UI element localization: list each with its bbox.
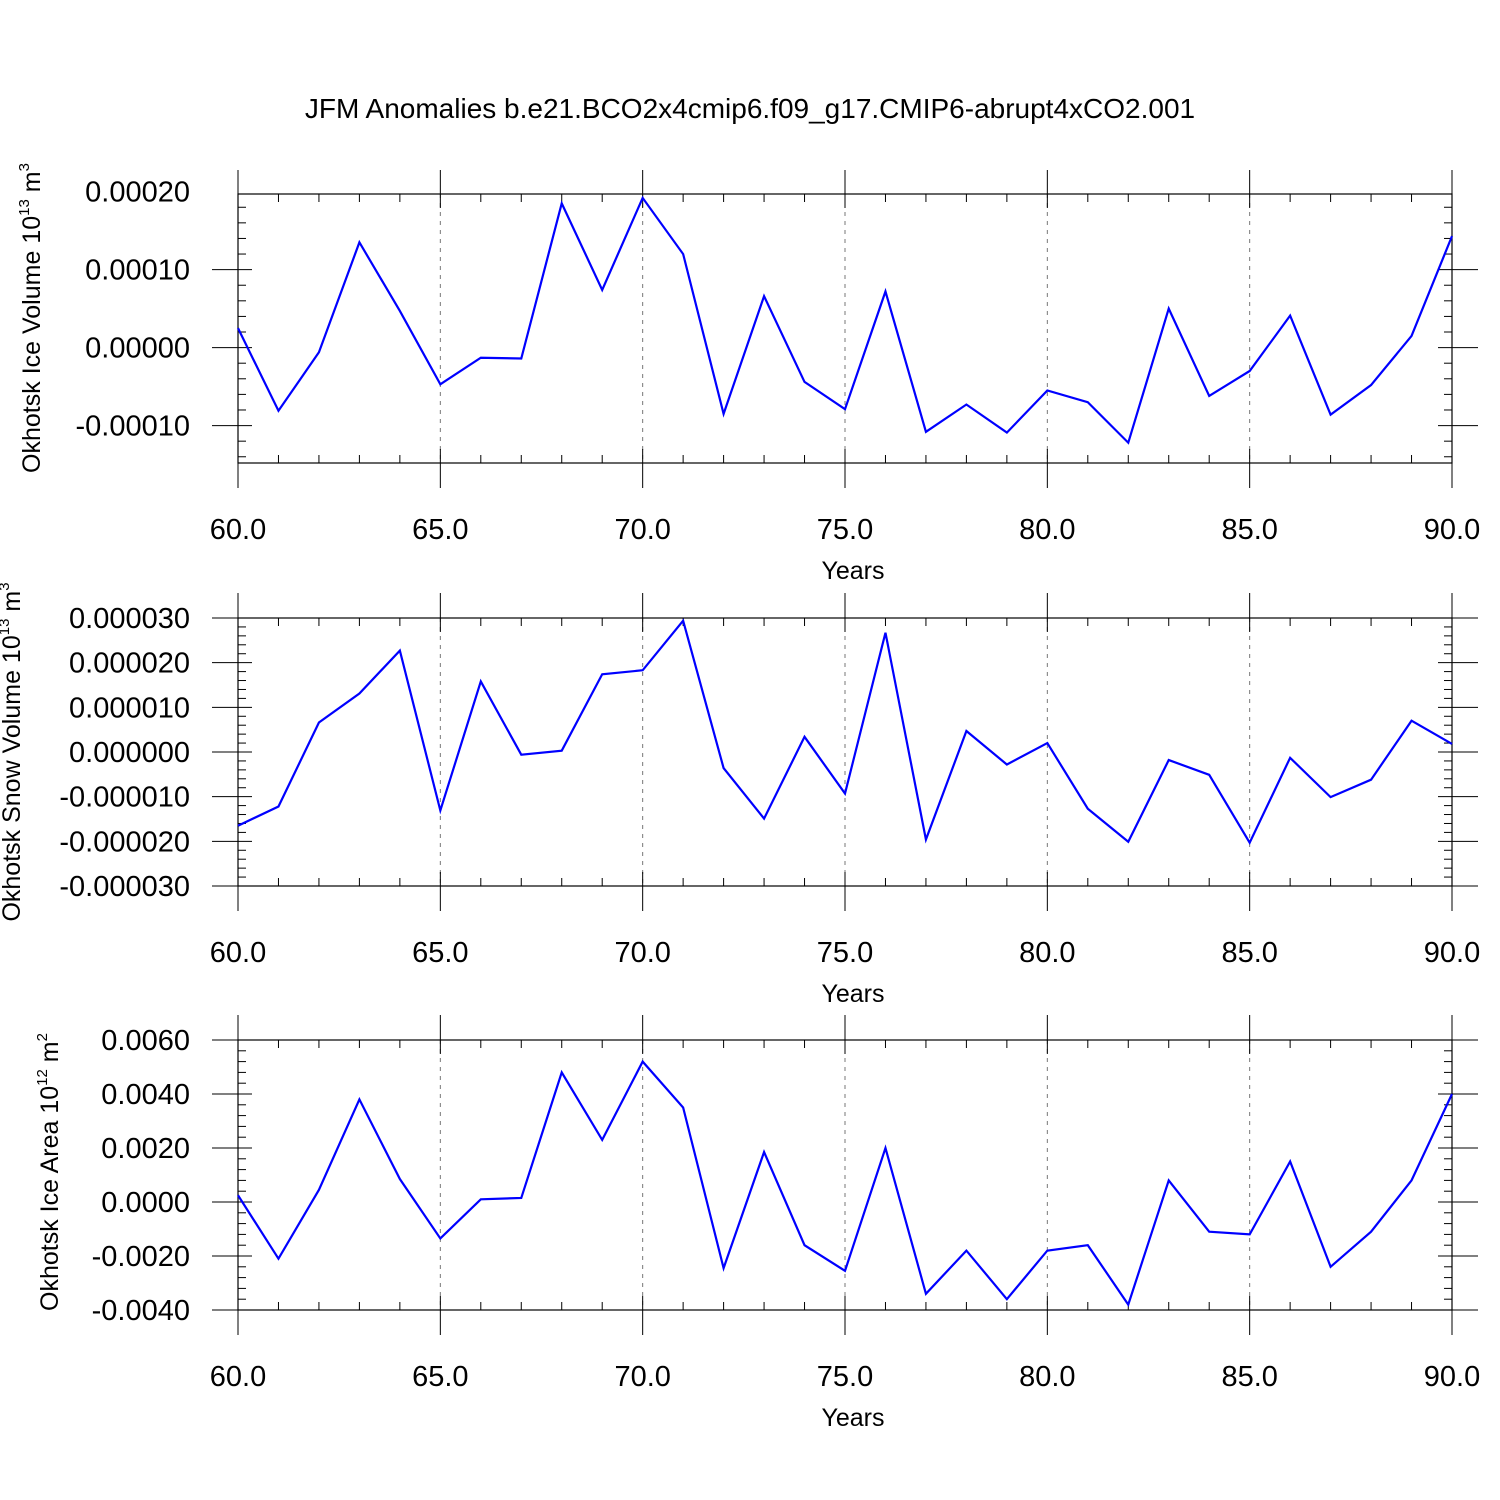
y-tick-label: 0.000020 (69, 648, 190, 680)
y-tick-label: -0.000020 (59, 826, 190, 858)
x-tick-label: 65.0 (412, 937, 468, 969)
y-tick-label: 0.0000 (101, 1187, 190, 1219)
x-tick-label: 90.0 (1424, 937, 1480, 969)
y-axis-label: Okhotsk Ice Area 1012 m2 (34, 1033, 64, 1311)
x-tick-label: 60.0 (210, 937, 266, 969)
chart-title: JFM Anomalies b.e21.BCO2x4cmip6.f09_g17.… (305, 93, 1195, 124)
y-tick-label: 0.00020 (85, 177, 190, 209)
y-tick-label: 0.00000 (85, 333, 190, 365)
x-tick-label: 65.0 (412, 514, 468, 546)
y-tick-label: 0.000030 (69, 603, 190, 635)
x-tick-label: 90.0 (1424, 1361, 1480, 1393)
y-tick-label: 0.00010 (85, 255, 190, 287)
y-tick-label: -0.0020 (92, 1241, 190, 1273)
y-axis-label: Okhotsk Snow Volume 1013 m3 (0, 582, 26, 921)
x-tick-label: 65.0 (412, 1361, 468, 1393)
x-axis-label: Years (821, 557, 884, 585)
x-tick-label: 80.0 (1019, 1361, 1075, 1393)
x-tick-label: 80.0 (1019, 514, 1075, 546)
x-axis-label: Years (821, 980, 884, 1008)
x-tick-label: 80.0 (1019, 937, 1075, 969)
x-tick-label: 75.0 (817, 1361, 873, 1393)
x-tick-label: 85.0 (1221, 1361, 1277, 1393)
y-tick-label: -0.000030 (59, 871, 190, 903)
x-tick-label: 70.0 (614, 937, 670, 969)
y-tick-label: 0.0020 (101, 1133, 190, 1165)
x-tick-label: 75.0 (817, 937, 873, 969)
panels: 60.0 65.0 70.0 75.0 80.0 85.0 90.0 -0.00010 0.00… (0, 163, 1480, 1432)
y-tick-label: -0.00010 (76, 411, 191, 443)
x-axis-label: Years (821, 1404, 884, 1432)
y-tick-label: 0.000000 (69, 737, 190, 769)
chart-panel-2: 60.0 65.0 70.0 75.0 80.0 85.0 90.0 -0.000030 -0.… (0, 582, 1480, 1008)
chart-panel-1: 60.0 65.0 70.0 75.0 80.0 85.0 90.0 -0.00010 0.00… (16, 163, 1480, 585)
x-tick-label: 75.0 (817, 514, 873, 546)
x-tick-label: 85.0 (1221, 514, 1277, 546)
x-tick-label: 70.0 (614, 1361, 670, 1393)
chart-panel-3: 60.0 65.0 70.0 75.0 80.0 85.0 90.0 -0.0040 -0.00… (34, 1015, 1480, 1432)
series-line-1 (237, 1059, 1453, 1308)
x-tick-label: 60.0 (210, 1361, 266, 1393)
y-tick-label: 0.0060 (101, 1025, 190, 1057)
y-tick-label: 0.0040 (101, 1079, 190, 1111)
x-tick-label: 85.0 (1221, 937, 1277, 969)
x-tick-label: 90.0 (1424, 514, 1480, 546)
x-tick-label: 60.0 (210, 514, 266, 546)
y-tick-label: -0.0040 (92, 1295, 190, 1327)
y-tick-label: 0.000010 (69, 692, 190, 724)
x-tick-label: 70.0 (614, 514, 670, 546)
y-tick-label: -0.000010 (59, 782, 190, 814)
y-axis-label: Okhotsk Ice Volume 1013 m3 (16, 163, 46, 473)
